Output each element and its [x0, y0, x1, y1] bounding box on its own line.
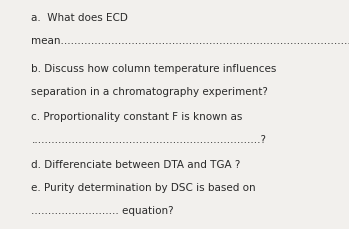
Text: d. Differenciate between DTA and TGA ?: d. Differenciate between DTA and TGA ?	[31, 160, 241, 170]
Text: c. Proportionality constant F is known as: c. Proportionality constant F is known a…	[31, 112, 243, 122]
Text: b. Discuss how column temperature influences: b. Discuss how column temperature influe…	[31, 64, 277, 74]
Text: a.  What does ECD: a. What does ECD	[31, 13, 128, 23]
Text: separation in a chromatography experiment?: separation in a chromatography experimen…	[31, 87, 268, 97]
Text: .......................... equation?: .......................... equation?	[31, 206, 174, 216]
Text: ....................................................................?: ........................................…	[31, 135, 266, 145]
Text: e. Purity determination by DSC is based on: e. Purity determination by DSC is based …	[31, 183, 256, 193]
Text: mean............................................................................: mean....................................…	[31, 36, 349, 46]
